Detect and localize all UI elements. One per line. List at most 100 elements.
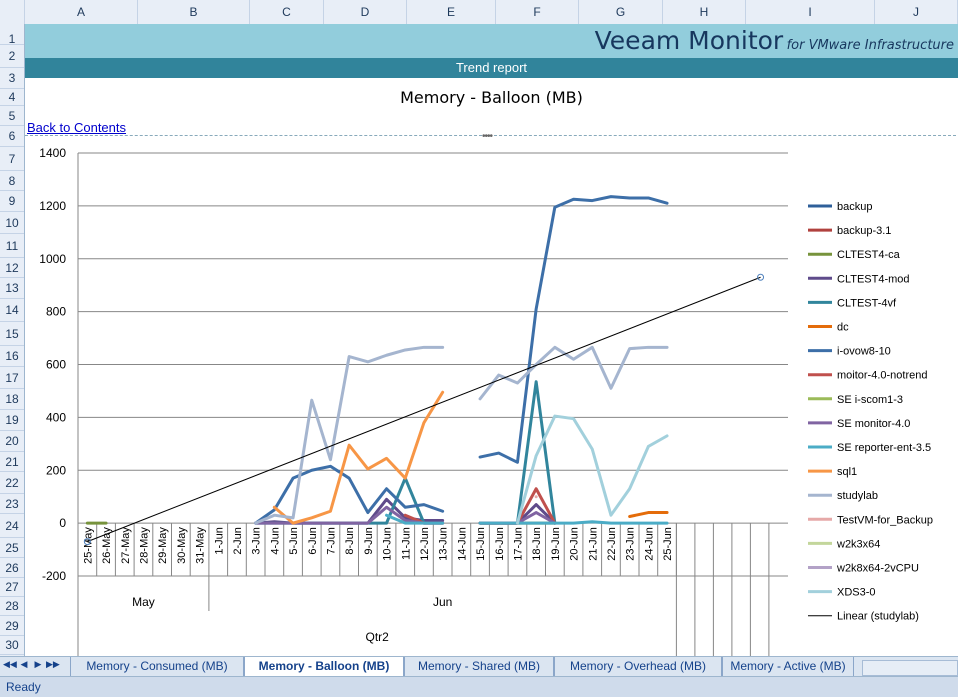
x-tick-label: 21-Jun: [587, 527, 599, 561]
quarter-label: Qtr2: [366, 630, 390, 644]
row-header-3[interactable]: 3: [0, 68, 24, 89]
prev-sheet-nav-icon[interactable]: ◀: [20, 659, 28, 669]
legend-label: TestVM-for_Backup: [837, 514, 933, 526]
row-header-16[interactable]: 16: [0, 346, 24, 367]
row-header-22[interactable]: 22: [0, 472, 24, 494]
x-tick-label: 7-Jun: [325, 527, 337, 555]
brand-title: Veeam Monitor for VMware Infrastructure: [595, 26, 954, 55]
row-header-1[interactable]: 1: [0, 33, 24, 45]
month-label: May: [132, 595, 155, 609]
row-header-20[interactable]: 20: [0, 431, 24, 452]
row-header-17[interactable]: 17: [0, 367, 24, 389]
column-header-b[interactable]: B: [138, 0, 250, 24]
row-header-2[interactable]: 2: [0, 45, 24, 68]
column-header-i[interactable]: I: [746, 0, 875, 24]
series-line-12: [478, 345, 669, 401]
row-header-25[interactable]: 25: [0, 538, 24, 558]
series-line-11: [272, 390, 445, 525]
horizontal-scrollbar[interactable]: [862, 660, 958, 676]
legend-label: backup-3.1: [837, 225, 891, 237]
column-header-d[interactable]: D: [324, 0, 407, 24]
row-header-21[interactable]: 21: [0, 452, 24, 472]
y-tick-label: 400: [46, 410, 66, 424]
row-header-30[interactable]: 30: [0, 636, 24, 655]
column-header-c[interactable]: C: [250, 0, 324, 24]
legend-label: SE reporter-ent-3.5: [837, 442, 931, 454]
row-header-9[interactable]: 9: [0, 191, 24, 212]
x-tick-label: 17-Jun: [512, 527, 524, 561]
next-sheet-nav-icon[interactable]: ▶: [34, 659, 42, 669]
tab-memory-consumed[interactable]: Memory - Consumed (MB): [70, 657, 244, 676]
legend-label: w2k8x64-2vCPU: [836, 563, 919, 575]
row-header-7[interactable]: 7: [0, 147, 24, 171]
x-tick-label: 19-Jun: [550, 527, 562, 561]
column-header-g[interactable]: G: [579, 0, 663, 24]
column-header-h[interactable]: H: [663, 0, 746, 24]
column-header-j[interactable]: J: [875, 0, 958, 24]
x-tick-label: 25-May: [82, 527, 94, 564]
tab-memory-balloon[interactable]: Memory - Balloon (MB): [244, 657, 404, 676]
y-tick-label: 1200: [39, 199, 66, 213]
row-header-13[interactable]: 13: [0, 278, 24, 299]
x-tick-label: 20-Jun: [569, 527, 581, 561]
chart-area[interactable]: •••• -200 0 200 400 600 800 1000 1200 1400 25-May…: [25, 131, 956, 657]
row-header-11[interactable]: 11: [0, 234, 24, 258]
select-all-corner[interactable]: [0, 0, 25, 24]
status-text: Ready: [6, 680, 41, 694]
row-header-27[interactable]: 27: [0, 578, 24, 597]
row-header-24[interactable]: 24: [0, 514, 24, 538]
tab-memory-overhead[interactable]: Memory - Overhead (MB): [554, 657, 722, 676]
legend-label: sql1: [837, 466, 857, 478]
row-header-14[interactable]: 14: [0, 299, 24, 322]
legend-label: w2k3x64: [836, 538, 880, 550]
row-header-29[interactable]: 29: [0, 616, 24, 636]
last-sheet-nav-icon[interactable]: ▶▶: [46, 659, 60, 669]
legend-label: XDS3-0: [837, 587, 876, 599]
legend-label: studylab: [837, 490, 878, 502]
row-header-23[interactable]: 23: [0, 494, 24, 514]
memory-balloon-chart[interactable]: -200 0 200 400 600 800 1000 1200 1400 25-May 26-Ma…: [25, 136, 956, 657]
row-header-4[interactable]: 4: [0, 89, 24, 106]
series-line-5: [628, 511, 669, 519]
row-header-18[interactable]: 18: [0, 389, 24, 410]
y-tick-label: 1400: [39, 146, 66, 160]
y-tick-label: 0: [59, 516, 66, 530]
trendline-linear-studylab: [87, 276, 761, 543]
back-to-contents-link[interactable]: Back to Contents: [27, 120, 126, 135]
row-header-10[interactable]: 10: [0, 212, 24, 234]
legend-label: CLTEST-4vf: [837, 297, 897, 309]
x-tick-label: 29-May: [157, 527, 169, 564]
row-header-6[interactable]: 6: [0, 126, 24, 147]
x-tick-label: 30-May: [176, 527, 188, 564]
row-header-26[interactable]: 26: [0, 558, 24, 578]
brand-subtitle: for VMware Infrastructure: [786, 38, 954, 53]
x-tick-label: 31-May: [195, 527, 207, 564]
y-tick-label: 600: [46, 358, 66, 372]
series-point-13: [534, 495, 538, 499]
series-line-6: [254, 464, 445, 525]
legend-label: Linear (studylab): [837, 611, 919, 623]
column-header-a[interactable]: A: [25, 0, 138, 24]
row-header-28[interactable]: 28: [0, 597, 24, 616]
column-header-e[interactable]: E: [407, 0, 496, 24]
row-header-19[interactable]: 19: [0, 410, 24, 431]
column-header-f[interactable]: F: [496, 0, 579, 24]
legend-label: moitor-4.0-notrend: [837, 370, 928, 382]
series-line-10: [478, 520, 669, 525]
legend-label: CLTEST4-ca: [837, 249, 901, 261]
first-sheet-nav-icon[interactable]: ◀◀: [3, 659, 17, 669]
tab-memory-active[interactable]: Memory - Active (MB): [722, 657, 854, 676]
legend-label: dc: [837, 322, 849, 334]
report-subtitle: Trend report: [25, 58, 958, 78]
chart-resize-handle[interactable]: ••••: [482, 131, 493, 142]
legend-label: SE monitor-4.0: [837, 418, 910, 430]
x-tick-label: 1-Jun: [213, 527, 225, 555]
x-tick-label: 6-Jun: [307, 527, 319, 555]
series-line-6: [478, 195, 669, 464]
row-header-8[interactable]: 8: [0, 171, 24, 191]
row-header-5[interactable]: 5: [0, 106, 24, 126]
tab-memory-shared[interactable]: Memory - Shared (MB): [404, 657, 554, 676]
x-tick-label: 12-Jun: [419, 527, 431, 561]
row-header-15[interactable]: 15: [0, 322, 24, 346]
row-header-12[interactable]: 12: [0, 258, 24, 278]
